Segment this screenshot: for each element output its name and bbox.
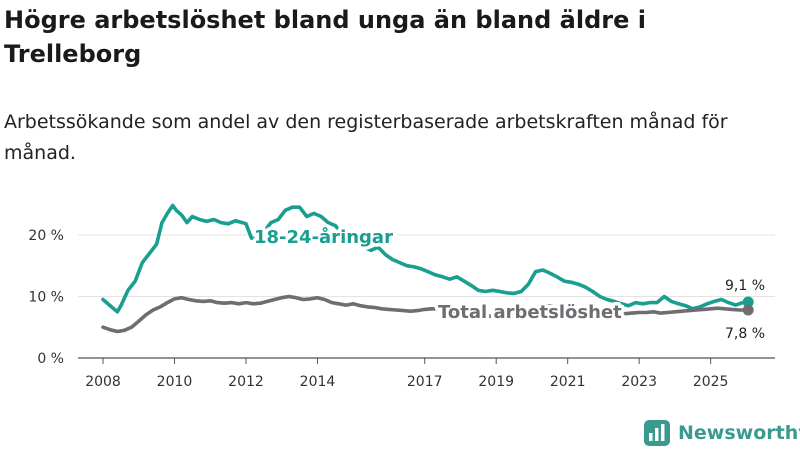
brand-name: Newsworthy: [678, 422, 800, 444]
x-tick-label: 2017: [407, 374, 443, 390]
x-tick-label: 2012: [228, 374, 264, 390]
youth-unemployment-line: [101, 203, 750, 314]
x-tick-label: 2025: [693, 374, 729, 390]
y-axis: 0 % 10 % 20 %: [28, 228, 64, 367]
total-series-label: Total arbetslöshet: [438, 302, 622, 323]
series-labels: 18-24-åringar Total arbetslöshet 9,1 % 7,8 …: [251, 223, 766, 343]
gridlines: [78, 234, 775, 297]
youth-end-point: [742, 296, 754, 308]
total-end-value-label: 7,8 %: [725, 326, 765, 342]
y-tick-label: 10 %: [28, 289, 64, 305]
y-tick-label: 20 %: [28, 228, 64, 244]
youth-series-label: 18-24-åringar: [254, 226, 393, 248]
total-end-point: [742, 304, 754, 316]
newsworthy-brand: Newsworthy: [644, 419, 800, 447]
y-tick-label: 0 %: [37, 351, 64, 367]
x-tick-label: 2021: [550, 374, 586, 390]
bar-chart-logo-icon: [644, 420, 670, 446]
x-tick-label: 2014: [300, 374, 336, 390]
series-lines: [101, 203, 754, 334]
chart-subtitle: Arbetssökande som andel av den registerb…: [4, 111, 728, 164]
x-tick-label: 2010: [157, 374, 193, 390]
x-tick-label: 2019: [478, 374, 514, 390]
x-axis: 2008 2010 2012 2014 2017 2019 2021 2023 2025: [78, 357, 775, 390]
total-unemployment-line: [101, 294, 750, 334]
x-tick-label: 2023: [621, 374, 657, 390]
youth-end-value-label: 9,1 %: [725, 278, 765, 294]
x-tick-label: 2008: [85, 374, 121, 390]
chart-title: Högre arbetslöshet bland unga än bland ä…: [4, 6, 646, 68]
